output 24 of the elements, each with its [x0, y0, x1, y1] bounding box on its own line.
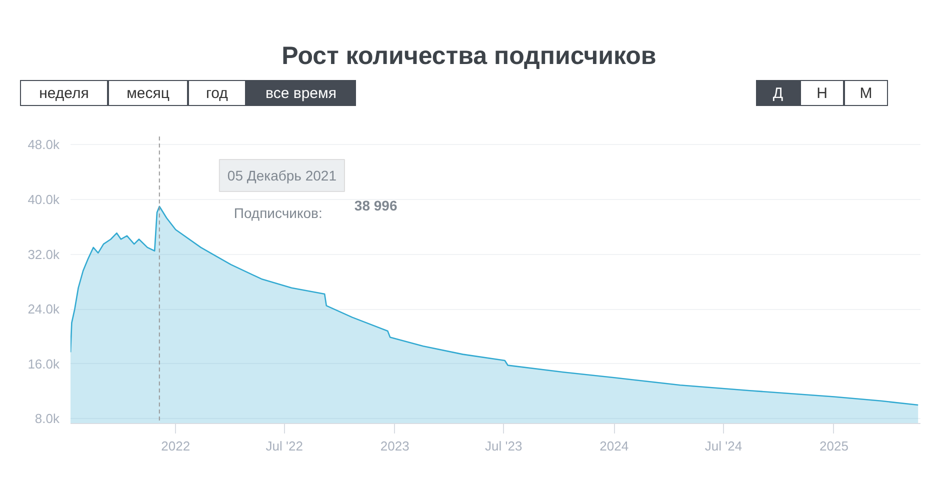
y-tick-label: 16.0k [28, 356, 60, 372]
x-tick-label: Jul '22 [266, 438, 303, 454]
x-tick-label: 2023 [380, 438, 410, 454]
x-tick-label: Jul '23 [485, 438, 522, 454]
x-tick-label: 2024 [600, 438, 629, 454]
x-tick-label: 2025 [820, 438, 848, 454]
annotation: 38 996 [354, 198, 398, 214]
text: Подписчиков: [234, 205, 322, 221]
y-tick-label: 8.0k [34, 411, 60, 426]
text: М [860, 84, 872, 104]
y-tick-label: 40.0k [28, 192, 60, 208]
text: месяц [126, 84, 170, 104]
text: Д [772, 84, 784, 104]
x-tick-label: Jul '24 [704, 438, 742, 454]
y-tick-label: 32.0k [28, 246, 60, 262]
annotation: 05 Декабрь 2021 [227, 168, 337, 184]
text: Н [816, 84, 828, 104]
text: все время [266, 84, 336, 104]
text: год [206, 84, 228, 104]
text: неделя [39, 84, 89, 104]
y-tick-label: 48.0k [28, 137, 60, 152]
x-tick-label: 2022 [161, 438, 190, 454]
chart-title: Рост количества подписчиков [282, 41, 656, 72]
y-tick-label: 24.0k [28, 302, 60, 317]
